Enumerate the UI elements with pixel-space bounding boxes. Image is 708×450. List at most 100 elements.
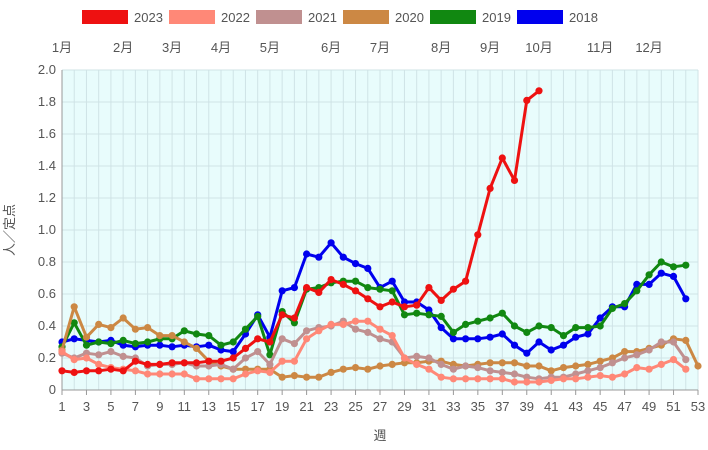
data-point-2022 bbox=[572, 375, 580, 383]
x-tick-label: 27 bbox=[373, 399, 387, 414]
data-point-2020 bbox=[682, 336, 690, 344]
data-point-2019 bbox=[486, 314, 494, 322]
data-point-2021 bbox=[645, 346, 653, 354]
data-point-2018 bbox=[547, 346, 555, 354]
data-point-2020 bbox=[621, 348, 629, 356]
data-point-2022 bbox=[437, 373, 445, 381]
data-point-2023 bbox=[131, 357, 139, 365]
data-point-2022 bbox=[180, 370, 188, 378]
data-point-2018 bbox=[351, 260, 360, 268]
legend-swatch bbox=[256, 10, 302, 24]
data-point-2020 bbox=[559, 364, 568, 372]
data-point-2023 bbox=[351, 287, 360, 295]
legend-swatch bbox=[517, 10, 563, 24]
data-point-2023 bbox=[376, 303, 384, 311]
data-point-2023 bbox=[425, 284, 433, 292]
data-point-2020 bbox=[327, 368, 335, 376]
data-point-2019 bbox=[682, 261, 690, 269]
data-point-2020 bbox=[388, 360, 396, 368]
data-point-2021 bbox=[608, 359, 617, 367]
data-point-2021 bbox=[621, 354, 629, 362]
x-tick-label: 41 bbox=[544, 399, 558, 414]
x-tick-label: 19 bbox=[275, 399, 289, 414]
data-point-2023 bbox=[535, 87, 543, 95]
series-line-2019 bbox=[60, 260, 686, 357]
data-point-2021 bbox=[107, 348, 115, 356]
data-point-2018 bbox=[657, 269, 665, 277]
data-point-2019 bbox=[645, 271, 653, 279]
data-point-2022 bbox=[449, 375, 457, 383]
data-point-2019 bbox=[376, 285, 384, 293]
data-point-2023 bbox=[523, 96, 531, 104]
data-point-2018 bbox=[229, 348, 237, 356]
data-point-2020 bbox=[523, 362, 531, 370]
x-tick-label: 21 bbox=[299, 399, 313, 414]
x-tick-label: 51 bbox=[666, 399, 680, 414]
data-point-2020 bbox=[107, 324, 115, 332]
data-point-2021 bbox=[682, 356, 690, 364]
data-point-2019 bbox=[241, 325, 250, 333]
data-point-2019 bbox=[510, 322, 519, 330]
data-point-2022 bbox=[584, 373, 592, 381]
month-label: 3月 bbox=[162, 40, 182, 55]
data-point-2019 bbox=[437, 312, 445, 320]
month-label: 1月 bbox=[52, 40, 72, 55]
data-point-2021 bbox=[425, 354, 433, 362]
data-point-2019 bbox=[584, 324, 592, 332]
data-point-2020 bbox=[376, 362, 384, 370]
data-point-2021 bbox=[290, 340, 298, 348]
data-point-2022 bbox=[657, 360, 665, 368]
data-point-2019 bbox=[547, 324, 555, 332]
data-point-2019 bbox=[608, 304, 617, 312]
data-point-2019 bbox=[657, 258, 665, 266]
legend-swatch bbox=[82, 10, 128, 24]
data-point-2019 bbox=[205, 332, 213, 340]
data-point-2022 bbox=[205, 375, 213, 383]
series-line-2023 bbox=[61, 89, 540, 374]
x-tick-label: 13 bbox=[202, 399, 216, 414]
data-point-2019 bbox=[388, 287, 396, 295]
data-point-2020 bbox=[339, 365, 347, 373]
y-tick-label: 0.6 bbox=[38, 286, 56, 301]
data-point-2021 bbox=[510, 370, 519, 378]
data-point-2023 bbox=[400, 303, 409, 311]
data-point-2022 bbox=[559, 375, 568, 383]
data-point-2020 bbox=[168, 332, 176, 340]
data-point-2019 bbox=[131, 340, 139, 348]
data-point-2020 bbox=[510, 359, 519, 367]
data-point-2022 bbox=[425, 365, 433, 373]
data-point-2018 bbox=[290, 284, 298, 292]
data-point-2019 bbox=[413, 309, 421, 317]
data-point-2018 bbox=[168, 343, 176, 351]
x-tick-label: 5 bbox=[107, 399, 114, 414]
data-point-2022 bbox=[327, 320, 335, 328]
data-point-2020 bbox=[192, 344, 201, 352]
data-point-2023 bbox=[510, 176, 519, 184]
data-point-2022 bbox=[474, 375, 482, 383]
data-point-2023 bbox=[95, 367, 103, 375]
data-point-2018 bbox=[205, 341, 213, 349]
legend-swatch bbox=[343, 10, 389, 24]
data-point-2022 bbox=[633, 364, 641, 372]
data-point-2022 bbox=[682, 365, 690, 373]
data-point-2019 bbox=[400, 311, 409, 319]
data-point-2022 bbox=[241, 370, 250, 378]
data-point-2022 bbox=[510, 378, 519, 386]
data-point-2021 bbox=[669, 338, 678, 346]
x-tick-label: 43 bbox=[568, 399, 582, 414]
legend-swatch bbox=[169, 10, 215, 24]
month-label: 2月 bbox=[113, 40, 133, 55]
data-point-2019 bbox=[523, 328, 531, 336]
data-point-2020 bbox=[315, 373, 323, 381]
legend-label: 2023 bbox=[134, 10, 163, 25]
x-tick-label: 49 bbox=[642, 399, 656, 414]
data-point-2022 bbox=[669, 356, 678, 364]
data-point-2018 bbox=[327, 239, 335, 247]
x-tick-label: 45 bbox=[593, 399, 607, 414]
data-point-2022 bbox=[95, 360, 103, 368]
data-point-2021 bbox=[633, 351, 641, 359]
data-point-2023 bbox=[217, 357, 225, 365]
data-point-2021 bbox=[364, 328, 372, 336]
data-point-2020 bbox=[547, 367, 555, 375]
